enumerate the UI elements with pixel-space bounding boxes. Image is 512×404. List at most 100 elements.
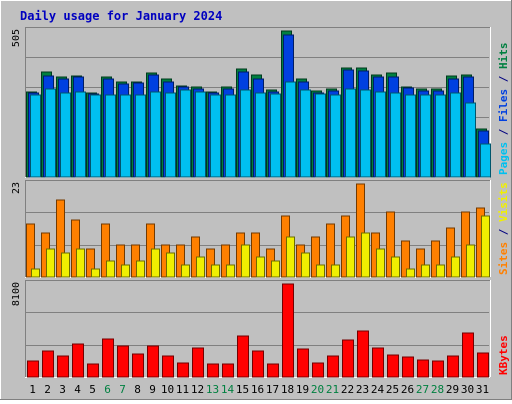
bar-kbytes-day-30 [462,332,474,378]
bar-kbytes-day-2 [42,350,54,378]
bar-kbytes-day-16 [252,350,264,378]
bar-visits-day-21 [326,223,335,278]
bar-sites-day-25 [391,256,400,278]
legend-part: Pages [497,142,510,175]
bar-sites-day-11 [181,264,190,278]
bar-kbytes-day-13 [207,363,219,378]
x-tick-label-day-7: 7 [119,383,126,396]
bar-pages-day-28 [435,94,446,178]
bar-kbytes-day-29 [447,355,459,378]
bar-visits-day-5 [86,248,95,278]
x-tick-label-day-3: 3 [59,383,66,396]
bar-visits-day-6 [101,223,110,278]
bar-pages-day-12 [195,91,206,178]
bar-kbytes-day-1 [27,360,39,378]
bar-pages-day-8 [135,94,146,178]
bar-pages-day-17 [270,93,281,178]
x-tick-label-day-9: 9 [149,383,156,396]
x-tick-label-day-18: 18 [281,383,294,396]
panel-hits-files-pages: 505 Pages / Files / Hits [11,27,510,178]
bar-sites-day-20 [316,264,325,278]
bar-pages-day-9 [150,91,161,178]
bar-pages-day-23 [360,89,371,178]
bar-kbytes-day-23 [357,330,369,378]
bar-pages-day-31 [480,143,491,178]
bar-kbytes-day-19 [297,348,309,378]
x-tick-label-day-25: 25 [386,383,399,396]
bar-kbytes-day-26 [402,356,414,378]
bar-sites-day-19 [301,252,310,278]
bar-kbytes-day-17 [267,363,279,378]
bar-sites-day-27 [421,264,430,278]
chart-title: Daily usage for January 2024 [20,9,222,23]
bar-kbytes-day-12 [192,347,204,378]
bar-pages-day-26 [405,94,416,178]
bar-visits-day-13 [206,248,215,278]
x-axis-labels: 1 2 3 4 5 6 7 8 9 10 11 12 13 14 15 16 17 18 19 20 21 22 23 24 2… [29,383,489,396]
right-legend-label: KBytes [497,335,510,375]
bar-sites-day-22 [346,236,355,278]
panel-visits-sites: 23 Sites / Visits [11,180,510,278]
bar-kbytes-day-8 [132,353,144,378]
bar-sites-day-12 [196,256,205,278]
bar-kbytes-day-25 [387,354,399,378]
bar-sites-day-16 [256,256,265,278]
x-tick-label-day-12: 12 [191,383,204,396]
x-tick-label-day-20: 20 [311,383,324,396]
x-tick-label-day-23: 23 [356,383,369,396]
bar-kbytes-day-14 [222,363,234,378]
x-tick-label-day-26: 26 [401,383,414,396]
bar-visits-day-26 [401,240,410,278]
bar-kbytes-day-15 [237,335,249,378]
bar-sites-day-18 [286,236,295,278]
bar-kbytes-day-20 [312,362,324,378]
bar-pages-day-16 [255,92,266,178]
bar-pages-day-11 [180,89,191,178]
x-tick-label-day-17: 17 [266,383,279,396]
x-tick-label-day-31: 31 [476,383,489,396]
bar-sites-day-15 [241,244,250,278]
bar-pages-day-10 [165,92,176,178]
bar-kbytes-day-21 [327,355,339,378]
bar-visits-day-28 [431,240,440,278]
bar-kbytes-day-18 [282,283,294,378]
bar-sites-day-13 [211,264,220,278]
bar-kbytes-day-7 [117,345,129,378]
x-tick-label-day-4: 4 [74,383,81,396]
y-max-label: 505 [11,29,22,47]
bar-sites-day-6 [106,260,115,278]
bar-visits-day-16 [251,232,260,278]
legend-part: Hits [497,43,510,70]
bar-kbytes-day-27 [417,359,429,378]
bar-visits-day-29 [446,227,455,278]
bar-sites-day-29 [451,256,460,278]
y-max-label: 8100 [11,282,22,306]
bar-pages-day-14 [225,94,236,178]
bar-kbytes-day-4 [72,343,84,378]
bar-visits-day-25 [386,211,395,278]
bar-sites-day-2 [46,248,55,278]
bar-visits-day-1 [26,223,35,278]
x-tick-label-day-16: 16 [251,383,264,396]
x-tick-label-day-28: 28 [431,383,444,396]
x-tick-label-day-30: 30 [461,383,474,396]
x-tick-label-day-2: 2 [44,383,51,396]
right-legend-label: Pages / Files / Hits [497,43,510,176]
bar-pages-day-27 [420,94,431,178]
bar-sites-day-30 [466,244,475,278]
bar-pages-day-3 [60,92,71,178]
bar-pages-day-22 [345,88,356,178]
bar-sites-day-14 [226,264,235,278]
bar-sites-day-10 [166,252,175,278]
bar-pages-day-21 [330,94,341,178]
legend-part: / [497,222,510,242]
legend-part: Sites [497,242,510,275]
bar-visits-day-3 [56,199,65,278]
x-tick-label-day-21: 21 [326,383,339,396]
legend-part: Visits [497,182,510,222]
bar-sites-day-7 [121,264,130,278]
bar-sites-day-1 [31,268,40,278]
bar-pages-day-15 [240,89,251,178]
